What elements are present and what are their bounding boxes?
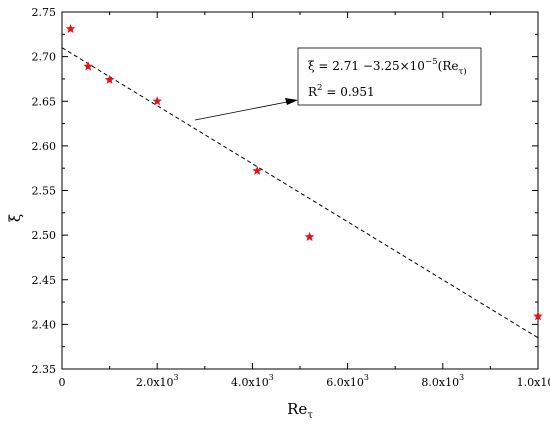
data-point [252, 165, 262, 175]
x-tick-label: 6.0x103​ [326, 373, 369, 389]
y-tick-label: 2.75 [32, 6, 57, 19]
y-tick-label: 2.65 [32, 95, 57, 108]
x-tick-label: 4.0x103​ [231, 373, 274, 389]
x-tick-label: 2.0x103​ [136, 373, 179, 389]
data-point [152, 96, 162, 106]
fit-annotation: ξ = 2.71 −3.25×10−5​(Reτ)​ R2​ = 0.951 [194, 47, 482, 121]
fit-line [61, 47, 539, 339]
y-axis-title: ξ [6, 214, 24, 222]
y-tick-label: 2.50 [32, 229, 57, 242]
y-tick-label: 2.70 [32, 51, 57, 64]
data-point [304, 231, 315, 241]
annotation-arrow-line [194, 100, 293, 121]
annotation-box [297, 47, 482, 106]
annotation-arrow-head [285, 98, 298, 105]
data-point [65, 23, 76, 33]
x-tick-label: 0 [59, 376, 66, 389]
y-tick-label: 2.40 [32, 318, 57, 331]
y-tick-label: 2.45 [32, 274, 57, 287]
y-tick-label: 2.55 [32, 185, 57, 198]
data-point [533, 311, 543, 321]
x-tick-label: 8.0x103​ [421, 373, 464, 389]
x-tick-label: 1.0x104​ [517, 373, 550, 389]
data-point [104, 74, 115, 84]
y-tick-label: 2.60 [32, 140, 57, 153]
data-point [83, 61, 93, 71]
y-tick-label: 2.35 [32, 363, 57, 376]
x-axis-title: Reτ [287, 400, 313, 421]
r-squared: R2​ = 0.951 [308, 83, 375, 99]
